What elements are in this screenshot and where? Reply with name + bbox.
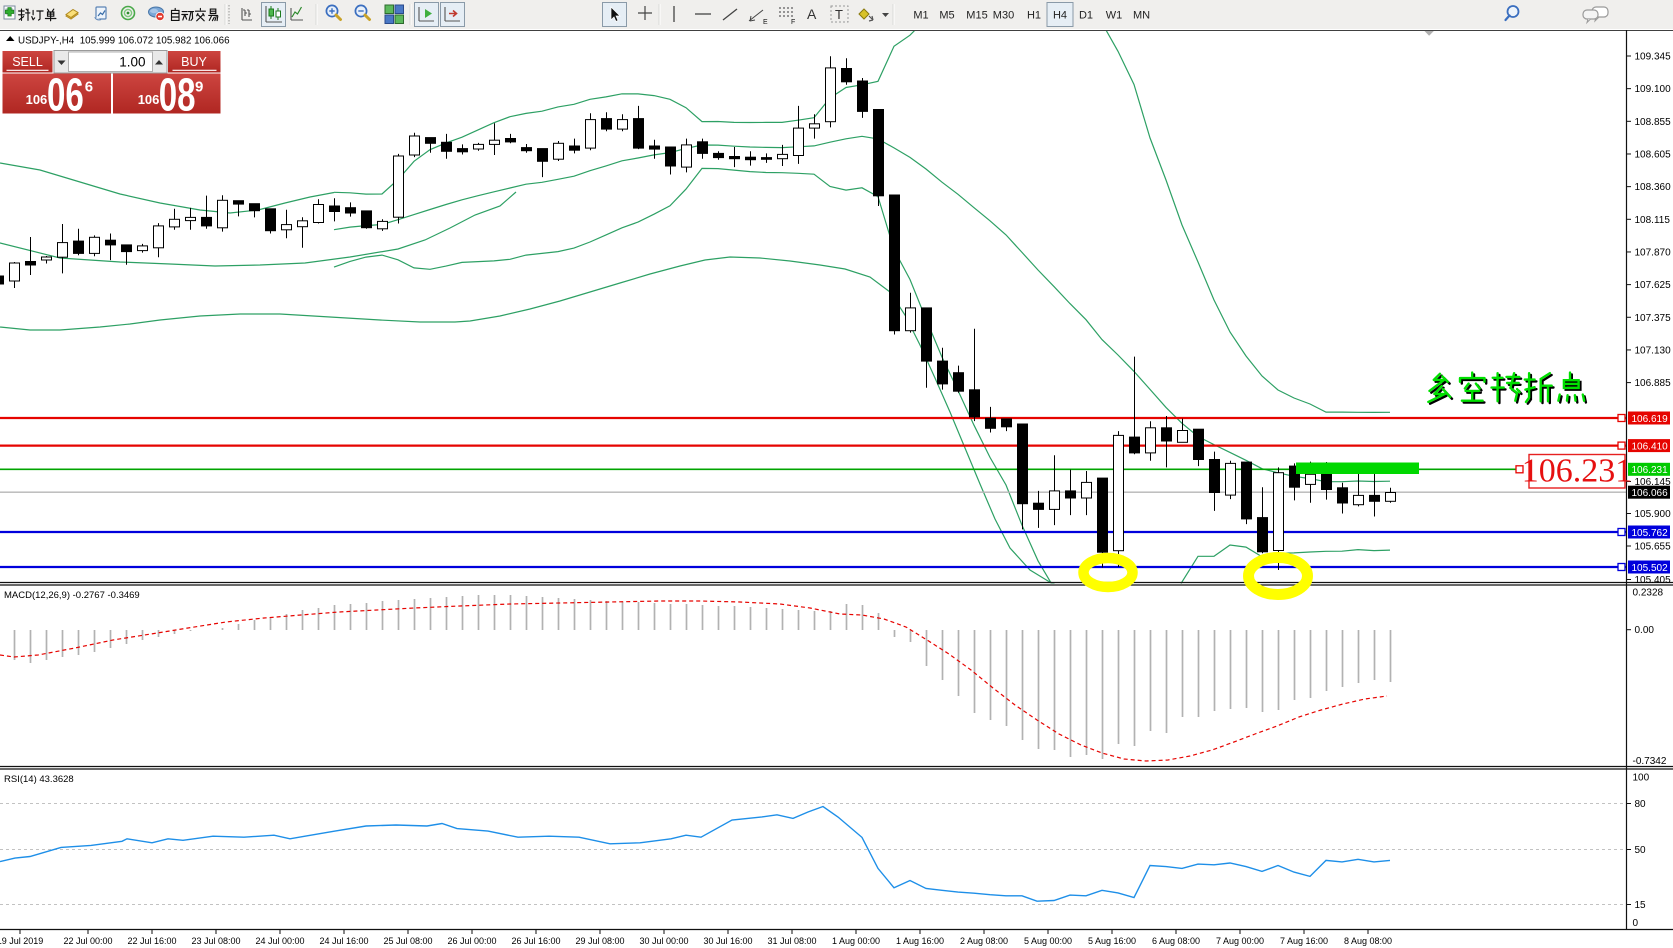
svg-text:SELL: SELL — [12, 55, 43, 69]
svg-text:A: A — [807, 6, 817, 22]
svg-text:15: 15 — [1635, 900, 1647, 911]
svg-text:BUY: BUY — [181, 55, 207, 69]
svg-text:W1: W1 — [1106, 10, 1123, 22]
svg-text:1.00: 1.00 — [119, 55, 145, 70]
svg-text:106.231: 106.231 — [1632, 465, 1669, 476]
svg-text:MACD(12,26,9) -0.2767 -0.3469: MACD(12,26,9) -0.2767 -0.3469 — [4, 590, 140, 601]
svg-text:0.2328: 0.2328 — [1633, 588, 1664, 599]
svg-text:24 Jul 16:00: 24 Jul 16:00 — [319, 936, 368, 946]
svg-text:106.885: 106.885 — [1635, 378, 1672, 389]
svg-text:108.855: 108.855 — [1635, 117, 1672, 128]
svg-text:50: 50 — [1635, 845, 1647, 856]
svg-text:M1: M1 — [913, 10, 928, 22]
svg-text:106.619: 106.619 — [1632, 414, 1669, 425]
svg-text:-0.7342: -0.7342 — [1633, 756, 1667, 767]
svg-text:RSI(14) 43.3628: RSI(14) 43.3628 — [4, 774, 74, 785]
svg-text:107.870: 107.870 — [1635, 247, 1672, 258]
svg-text:D1: D1 — [1079, 10, 1093, 22]
svg-text:7 Aug 00:00: 7 Aug 00:00 — [1216, 936, 1264, 946]
svg-text:H1: H1 — [1027, 10, 1041, 22]
svg-text:106.066: 106.066 — [1632, 488, 1669, 499]
svg-text:108.360: 108.360 — [1635, 182, 1672, 193]
svg-text:105.502: 105.502 — [1632, 563, 1669, 574]
svg-text:24 Jul 00:00: 24 Jul 00:00 — [255, 936, 304, 946]
svg-text:19 Jul 2019: 19 Jul 2019 — [0, 936, 43, 946]
svg-text:31 Jul 08:00: 31 Jul 08:00 — [767, 936, 816, 946]
svg-text:23 Jul 08:00: 23 Jul 08:00 — [191, 936, 240, 946]
svg-text:22 Jul 00:00: 22 Jul 00:00 — [63, 936, 112, 946]
svg-text:106.231: 106.231 — [1522, 453, 1633, 490]
svg-text:6 Aug 08:00: 6 Aug 08:00 — [1152, 936, 1200, 946]
svg-text:108.605: 108.605 — [1635, 149, 1672, 160]
svg-text:22 Jul 16:00: 22 Jul 16:00 — [127, 936, 176, 946]
svg-text:5 Aug 16:00: 5 Aug 16:00 — [1088, 936, 1136, 946]
svg-text:107.130: 107.130 — [1635, 345, 1672, 356]
svg-text:106: 106 — [138, 92, 160, 107]
svg-text:109.100: 109.100 — [1635, 84, 1672, 95]
svg-text:108.115: 108.115 — [1635, 215, 1671, 226]
svg-text:105.762: 105.762 — [1632, 528, 1669, 539]
svg-text:25 Jul 08:00: 25 Jul 08:00 — [383, 936, 432, 946]
svg-text:106: 106 — [26, 92, 48, 107]
svg-text:0: 0 — [1633, 918, 1639, 929]
svg-text:30 Jul 00:00: 30 Jul 00:00 — [639, 936, 688, 946]
svg-text:105.900: 105.900 — [1635, 509, 1672, 520]
svg-text:M5: M5 — [939, 10, 954, 22]
svg-text:107.375: 107.375 — [1635, 313, 1672, 324]
svg-text:2 Aug 08:00: 2 Aug 08:00 — [960, 936, 1008, 946]
svg-text:E: E — [763, 19, 768, 26]
svg-text:08: 08 — [159, 71, 196, 121]
svg-text:105.655: 105.655 — [1635, 542, 1672, 553]
svg-text:7 Aug 16:00: 7 Aug 16:00 — [1280, 936, 1328, 946]
svg-text:106.145: 106.145 — [1635, 477, 1672, 488]
svg-text:1 Aug 16:00: 1 Aug 16:00 — [896, 936, 944, 946]
svg-text:106.410: 106.410 — [1632, 441, 1669, 452]
svg-text:USDJPY-,H4 105.999 106.072 10: USDJPY-,H4 105.999 106.072 105.982 106.0… — [18, 36, 230, 47]
svg-text:M30: M30 — [993, 10, 1014, 22]
svg-text:29 Jul 08:00: 29 Jul 08:00 — [575, 936, 624, 946]
svg-text:9: 9 — [195, 78, 203, 95]
svg-text:06: 06 — [47, 71, 84, 121]
svg-text:80: 80 — [1635, 799, 1647, 810]
svg-text:26 Jul 16:00: 26 Jul 16:00 — [511, 936, 560, 946]
svg-text:6: 6 — [85, 78, 93, 95]
svg-text:0.00: 0.00 — [1635, 625, 1655, 636]
svg-text:109.345: 109.345 — [1635, 52, 1672, 63]
svg-text:MN: MN — [1133, 10, 1150, 22]
svg-text:26 Jul 00:00: 26 Jul 00:00 — [447, 936, 496, 946]
svg-text:H4: H4 — [1053, 10, 1067, 22]
svg-text:105.405: 105.405 — [1635, 575, 1672, 586]
svg-text:8 Aug 08:00: 8 Aug 08:00 — [1344, 936, 1392, 946]
svg-text:T: T — [835, 7, 843, 22]
svg-text:F: F — [791, 19, 795, 26]
svg-text:1 Aug 00:00: 1 Aug 00:00 — [832, 936, 880, 946]
svg-text:107.625: 107.625 — [1635, 280, 1672, 291]
svg-text:M15: M15 — [966, 10, 987, 22]
svg-text:5 Aug 00:00: 5 Aug 00:00 — [1024, 936, 1072, 946]
svg-text:100: 100 — [1633, 773, 1650, 784]
svg-text:30 Jul 16:00: 30 Jul 16:00 — [703, 936, 752, 946]
